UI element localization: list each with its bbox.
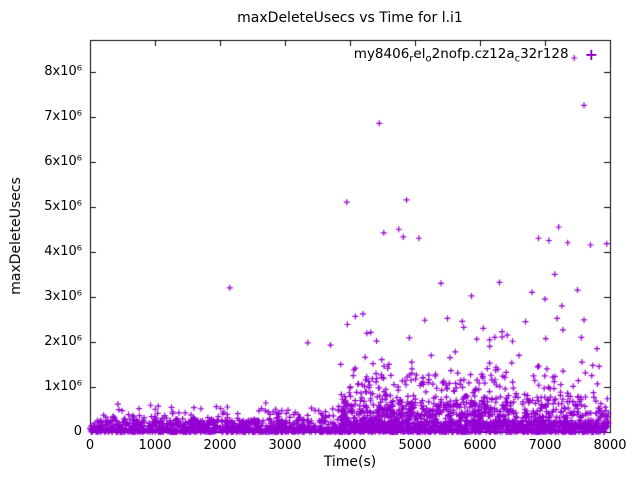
legend-label-segment: c (514, 53, 521, 65)
legend-label-segment: 2nofp.cz12a (431, 46, 515, 62)
x-axis-label: Time(s) (323, 454, 377, 470)
legend-plus-marker-icon: + (584, 45, 598, 65)
legend-label-segment: o (425, 53, 432, 65)
legend-series-label: my8406relo2nofp.cz12ac32r128 (354, 46, 569, 65)
legend-label-segment: el (413, 46, 426, 62)
y-axis-label: maxDeleteUsecs (8, 177, 24, 295)
legend-label-segment: 32r128 (520, 46, 569, 62)
legend: my8406relo2nofp.cz12ac32r128 + (90, 46, 598, 65)
legend-label-segment: my8406 (353, 46, 410, 62)
legend-label-segment: r (409, 53, 414, 65)
